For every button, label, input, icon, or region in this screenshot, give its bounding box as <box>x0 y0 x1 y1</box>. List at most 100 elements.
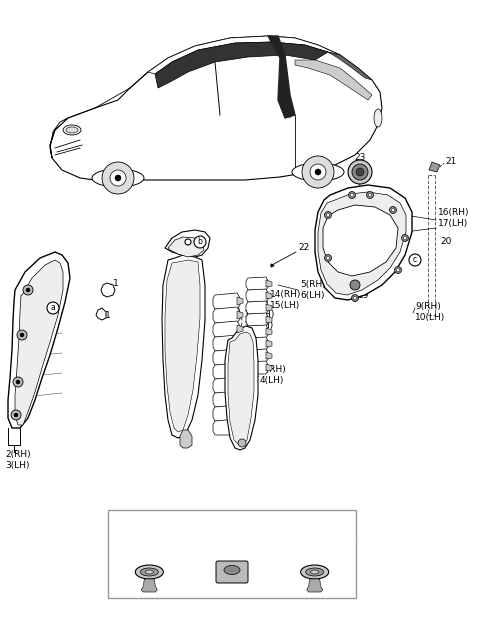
Polygon shape <box>246 337 268 350</box>
Text: 1: 1 <box>113 279 119 287</box>
Polygon shape <box>246 325 268 338</box>
Polygon shape <box>266 316 272 323</box>
Text: b: b <box>198 237 203 247</box>
Polygon shape <box>278 55 295 118</box>
Ellipse shape <box>66 127 78 133</box>
Text: 1: 1 <box>105 312 111 321</box>
Polygon shape <box>246 349 268 362</box>
Circle shape <box>185 239 191 245</box>
Polygon shape <box>213 321 240 337</box>
FancyBboxPatch shape <box>216 561 248 583</box>
Polygon shape <box>50 36 382 180</box>
Circle shape <box>110 170 126 186</box>
Circle shape <box>348 160 372 184</box>
Circle shape <box>395 267 401 274</box>
Circle shape <box>102 162 134 194</box>
Circle shape <box>350 280 360 290</box>
Polygon shape <box>225 326 258 450</box>
Polygon shape <box>266 292 272 299</box>
Text: a: a <box>50 304 55 312</box>
Circle shape <box>369 193 372 197</box>
Text: 19: 19 <box>358 290 370 299</box>
Circle shape <box>20 333 24 337</box>
Circle shape <box>115 175 121 181</box>
Ellipse shape <box>311 570 319 574</box>
Text: 11: 11 <box>147 518 161 528</box>
Polygon shape <box>237 381 243 389</box>
Circle shape <box>238 439 246 447</box>
Polygon shape <box>307 579 323 592</box>
Polygon shape <box>15 260 63 425</box>
Polygon shape <box>165 260 200 432</box>
Text: 2(RH)
3(LH): 2(RH) 3(LH) <box>5 450 31 470</box>
Polygon shape <box>168 237 204 257</box>
Circle shape <box>296 517 308 529</box>
Circle shape <box>13 377 23 387</box>
Circle shape <box>14 413 18 417</box>
Circle shape <box>324 212 332 218</box>
Circle shape <box>131 517 143 529</box>
Polygon shape <box>266 364 272 371</box>
Polygon shape <box>180 430 192 448</box>
Polygon shape <box>213 307 240 323</box>
Polygon shape <box>328 52 372 80</box>
Ellipse shape <box>224 565 240 575</box>
Circle shape <box>11 410 21 420</box>
Circle shape <box>16 380 20 384</box>
Ellipse shape <box>292 163 344 181</box>
Circle shape <box>396 269 399 272</box>
Polygon shape <box>213 335 240 351</box>
Circle shape <box>351 294 359 302</box>
Polygon shape <box>323 205 398 276</box>
Text: c: c <box>413 255 417 265</box>
Polygon shape <box>237 353 243 361</box>
Circle shape <box>326 257 329 260</box>
Text: c: c <box>300 518 304 528</box>
Text: +: + <box>105 287 111 293</box>
Polygon shape <box>246 301 268 314</box>
Polygon shape <box>237 325 243 333</box>
Circle shape <box>17 330 27 340</box>
Polygon shape <box>213 419 240 435</box>
Polygon shape <box>101 283 115 297</box>
Circle shape <box>404 237 407 240</box>
Circle shape <box>356 168 364 176</box>
Polygon shape <box>237 367 243 375</box>
Circle shape <box>23 285 33 295</box>
Polygon shape <box>162 255 205 438</box>
Polygon shape <box>246 313 268 326</box>
Polygon shape <box>165 230 210 258</box>
Text: 21: 21 <box>445 158 456 167</box>
Polygon shape <box>213 349 240 365</box>
Text: 22: 22 <box>298 244 309 252</box>
Polygon shape <box>96 308 106 320</box>
Polygon shape <box>246 289 268 302</box>
Polygon shape <box>246 361 268 374</box>
Circle shape <box>353 297 357 299</box>
Circle shape <box>315 169 321 175</box>
Polygon shape <box>315 185 412 300</box>
Polygon shape <box>213 293 240 309</box>
Circle shape <box>389 207 396 213</box>
Polygon shape <box>141 579 157 592</box>
Polygon shape <box>213 391 240 407</box>
Text: 8(RH)
4(LH): 8(RH) 4(LH) <box>260 366 286 385</box>
Polygon shape <box>295 60 372 100</box>
Text: 7: 7 <box>229 518 237 528</box>
Polygon shape <box>237 311 243 319</box>
Circle shape <box>350 193 353 197</box>
Ellipse shape <box>374 109 382 127</box>
Circle shape <box>214 517 226 529</box>
Text: a: a <box>134 518 139 528</box>
Text: 14(RH)
15(LH): 14(RH) 15(LH) <box>270 290 301 310</box>
Circle shape <box>401 235 408 242</box>
Ellipse shape <box>300 565 329 579</box>
Bar <box>108 510 356 598</box>
Text: 12(RH)
13(LH): 12(RH) 13(LH) <box>244 310 276 330</box>
Circle shape <box>47 302 59 314</box>
Ellipse shape <box>145 570 153 574</box>
Text: 5(RH)
6(LH): 5(RH) 6(LH) <box>300 280 326 300</box>
Polygon shape <box>228 332 254 446</box>
Circle shape <box>352 164 368 180</box>
Polygon shape <box>8 252 70 428</box>
